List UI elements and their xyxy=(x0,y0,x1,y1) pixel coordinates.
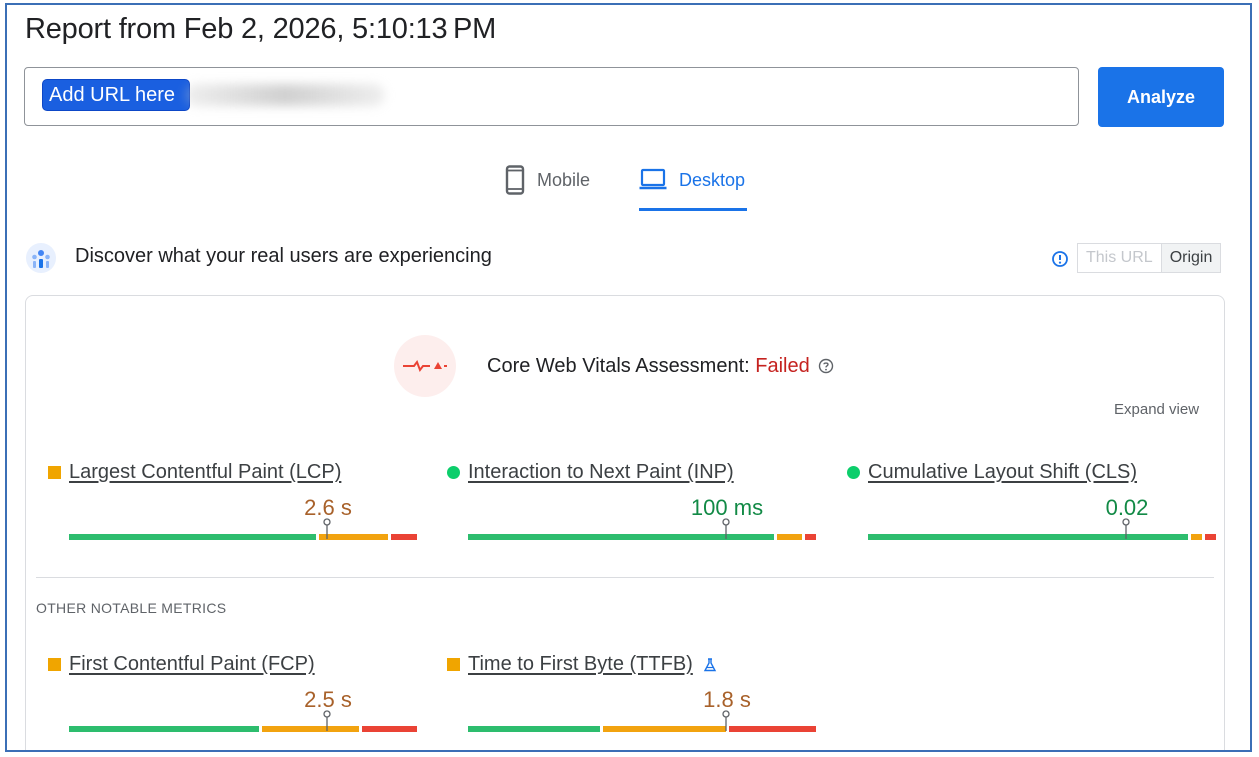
percentile-marker xyxy=(721,710,730,731)
metric-value-fcp: 2.5 s xyxy=(304,687,352,712)
metric-name-inp[interactable]: Interaction to Next Paint (INP) xyxy=(468,461,734,483)
metric-header: First Contentful Paint (FCP) xyxy=(48,653,315,676)
url-chip-label: Add URL here xyxy=(43,80,189,110)
distribution-segment-green xyxy=(868,534,1189,540)
distribution-segment-green xyxy=(69,534,316,540)
metric-inp: Interaction to Next Paint (INP) 100 ms xyxy=(447,461,817,561)
metric-lcp: Largest Contentful Paint (LCP) 2.6 s xyxy=(48,461,418,561)
metric-name-cls[interactable]: Cumulative Layout Shift (CLS) xyxy=(868,461,1138,483)
expand-view-link[interactable]: Expand view xyxy=(1114,401,1200,418)
metric-cls: Cumulative Layout Shift (CLS) 0.02 xyxy=(847,461,1217,561)
distribution-segment-orange xyxy=(777,534,803,540)
assessment-status: Failed xyxy=(755,355,810,377)
percentile-marker xyxy=(1121,518,1130,539)
distribution-bar xyxy=(868,534,1216,540)
metric-name-fcp[interactable]: First Contentful Paint (FCP) xyxy=(69,653,315,675)
metric-fcp: First Contentful Paint (FCP) 2.5 s xyxy=(48,653,418,750)
redacted-url xyxy=(185,84,385,106)
report-frame: Report from Feb 2, 2026, 5:10:13 PM Add … xyxy=(5,3,1252,752)
crux-users-icon xyxy=(26,243,56,273)
flask-icon xyxy=(703,657,716,671)
distribution-bar xyxy=(468,726,816,732)
url-input[interactable]: Add URL here xyxy=(24,67,1079,126)
percentile-marker xyxy=(322,710,331,731)
metric-header: Cumulative Layout Shift (CLS) xyxy=(847,461,1137,484)
field-data-title: Discover what your real users are experi… xyxy=(75,245,492,267)
good-marker xyxy=(847,466,860,479)
distribution-segment-orange xyxy=(603,726,726,732)
percentile-marker xyxy=(322,518,331,539)
distribution-segment-red xyxy=(805,534,816,540)
distribution-bar xyxy=(69,534,417,540)
analyze-button[interactable]: Analyze xyxy=(1098,67,1224,127)
section-divider xyxy=(36,577,1214,578)
metric-name-ttfb[interactable]: Time to First Byte (TTFB) xyxy=(468,653,693,675)
metric-header: Time to First Byte (TTFB) xyxy=(447,653,717,676)
tab-mobile-label: Mobile xyxy=(537,170,591,190)
needs-improvement-marker xyxy=(48,466,61,479)
info-icon[interactable] xyxy=(1051,250,1069,268)
scope-toggle: This URL Origin xyxy=(1077,243,1222,273)
other-metrics-heading: OTHER NOTABLE METRICS xyxy=(36,600,227,616)
distribution-bar xyxy=(468,534,816,540)
percentile-marker xyxy=(721,518,730,539)
distribution-segment-green xyxy=(468,534,775,540)
needs-improvement-marker xyxy=(48,658,61,671)
assessment-label: Core Web Vitals Assessment: xyxy=(487,355,756,377)
distribution-segment-orange xyxy=(1191,534,1203,540)
distribution-segment-orange xyxy=(261,726,359,732)
distribution-bar xyxy=(69,726,417,732)
distribution-segment-orange xyxy=(318,534,389,540)
smartphone-icon xyxy=(505,165,525,195)
help-icon[interactable] xyxy=(818,358,834,374)
active-tab-indicator xyxy=(639,208,747,211)
toggle-this-url[interactable]: This URL xyxy=(1078,244,1161,272)
metric-header: Interaction to Next Paint (INP) xyxy=(447,461,734,484)
needs-improvement-marker xyxy=(447,658,460,671)
distribution-segment-red xyxy=(361,726,417,732)
tab-desktop-label: Desktop xyxy=(679,170,746,190)
metric-value-cls: 0.02 xyxy=(1105,495,1149,520)
report-title: Report from Feb 2, 2026, 5:10:13 PM xyxy=(25,13,497,45)
tab-mobile[interactable]: Mobile xyxy=(505,165,590,213)
distribution-segment-red xyxy=(1205,534,1216,540)
metric-header: Largest Contentful Paint (LCP) xyxy=(48,461,341,484)
distribution-segment-green xyxy=(69,726,259,732)
metric-value-inp: 100 ms xyxy=(690,495,764,520)
metric-value-lcp: 2.6 s xyxy=(304,495,352,520)
laptop-icon xyxy=(639,168,667,190)
metric-value-ttfb: 1.8 s xyxy=(703,687,751,712)
toggle-origin[interactable]: Origin xyxy=(1160,244,1221,272)
good-marker xyxy=(447,466,460,479)
field-data-card: Core Web Vitals Assessment: Failed Expan… xyxy=(25,295,1225,750)
assessment-line: Core Web Vitals Assessment: Failed xyxy=(487,355,834,378)
failed-assessment-icon xyxy=(394,335,456,397)
distribution-segment-green xyxy=(468,726,601,732)
metric-ttfb: Time to First Byte (TTFB) 1.8 s xyxy=(447,653,817,750)
distribution-segment-red xyxy=(391,534,417,540)
metric-name-lcp[interactable]: Largest Contentful Paint (LCP) xyxy=(69,461,342,483)
tab-desktop[interactable]: Desktop xyxy=(639,165,745,213)
distribution-segment-red xyxy=(728,726,816,732)
